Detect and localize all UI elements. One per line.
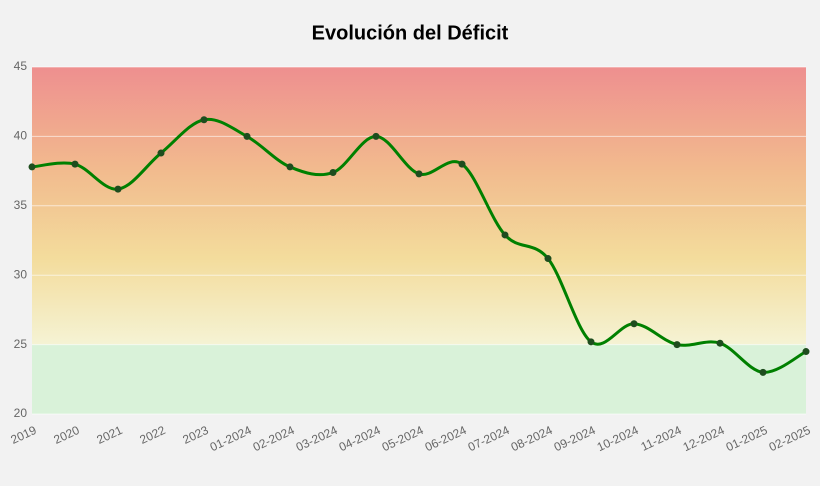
x-tick-label: 01-2024 bbox=[208, 423, 254, 454]
data-point bbox=[716, 339, 724, 347]
x-tick-label: 01-2025 bbox=[724, 423, 770, 454]
x-tick-label: 07-2024 bbox=[466, 423, 512, 454]
data-point bbox=[458, 160, 466, 168]
y-tick-label: 25 bbox=[14, 337, 28, 351]
x-tick-label: 09-2024 bbox=[552, 423, 598, 454]
data-point bbox=[28, 163, 36, 171]
data-point bbox=[243, 132, 251, 140]
y-tick-label: 35 bbox=[14, 198, 28, 212]
y-tick-label: 45 bbox=[14, 59, 28, 73]
x-tick-label: 2020 bbox=[51, 423, 81, 447]
x-tick-label: 2021 bbox=[94, 423, 124, 447]
x-tick-label: 02-2024 bbox=[251, 423, 297, 454]
data-point bbox=[501, 231, 509, 239]
data-point bbox=[372, 132, 380, 140]
y-tick-label: 20 bbox=[14, 406, 28, 420]
data-point bbox=[286, 163, 294, 171]
x-tick-label: 02-2025 bbox=[767, 423, 813, 454]
data-point bbox=[157, 149, 165, 157]
x-tick-label: 06-2024 bbox=[423, 423, 469, 454]
x-tick-label: 2019 bbox=[8, 423, 38, 447]
x-tick-label: 12-2024 bbox=[681, 423, 727, 454]
chart-title: Evolución del Déficit bbox=[312, 22, 509, 44]
x-tick-label: 04-2024 bbox=[337, 423, 383, 454]
x-tick-label: 10-2024 bbox=[595, 423, 641, 454]
data-point bbox=[71, 160, 79, 168]
data-point bbox=[802, 348, 810, 356]
x-tick-label: 05-2024 bbox=[380, 423, 426, 454]
y-tick-label: 40 bbox=[14, 129, 28, 143]
x-tick-label: 2023 bbox=[180, 423, 210, 447]
data-point bbox=[673, 341, 681, 349]
x-tick-label: 08-2024 bbox=[509, 423, 555, 454]
plot-background bbox=[32, 67, 806, 414]
y-tick-label: 30 bbox=[14, 267, 28, 281]
data-point bbox=[544, 255, 552, 263]
data-point bbox=[630, 320, 638, 328]
data-point bbox=[759, 368, 767, 376]
x-tick-label: 11-2024 bbox=[639, 423, 684, 454]
data-point bbox=[415, 170, 423, 178]
x-tick-label: 03-2024 bbox=[294, 423, 340, 454]
data-point bbox=[329, 168, 337, 176]
x-tick-label: 2022 bbox=[137, 423, 167, 447]
data-point bbox=[114, 185, 122, 193]
data-point bbox=[200, 116, 208, 124]
data-point bbox=[587, 338, 595, 346]
